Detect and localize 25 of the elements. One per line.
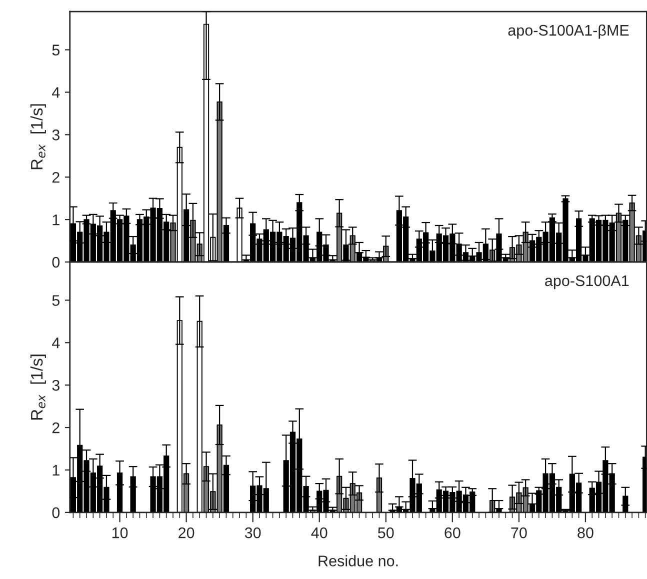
annotation: apo-S100A1 bbox=[545, 275, 629, 290]
y-tick-label: 1 bbox=[52, 464, 60, 476]
x-tick-label: 40 bbox=[311, 527, 328, 538]
x-tick-label: 80 bbox=[578, 527, 594, 538]
y-tick-label: 5 bbox=[52, 295, 60, 306]
y-tick-label: 4 bbox=[52, 338, 60, 348]
x-axis-title: Residue no. bbox=[318, 555, 398, 566]
x-tick-label: 30 bbox=[244, 527, 261, 538]
y-axis-title: R$_{ex}$ [1/s] bbox=[30, 354, 46, 420]
y-tick-label: 0 bbox=[52, 507, 60, 518]
x-tick-label: 10 bbox=[112, 527, 128, 538]
x-tick-label: 20 bbox=[178, 527, 194, 538]
x-tick-label: 60 bbox=[444, 527, 460, 538]
y-tick-label: 5 bbox=[52, 44, 60, 56]
y-tick-label: 0 bbox=[52, 256, 60, 268]
x-tick-label: 70 bbox=[511, 527, 527, 538]
y-tick-label: 4 bbox=[52, 87, 60, 98]
y-tick-label: 2 bbox=[52, 422, 60, 434]
y-axis-title: R$_{ex}$ [1/s] bbox=[30, 104, 46, 170]
y-tick-label: 3 bbox=[52, 130, 60, 140]
y-tick-label: 2 bbox=[52, 172, 60, 183]
annotation: apo-S100A1-βME bbox=[508, 24, 629, 39]
y-tick-label: 3 bbox=[52, 380, 60, 391]
y-tick-label: 1 bbox=[52, 214, 60, 226]
x-tick-label: 50 bbox=[378, 527, 394, 538]
